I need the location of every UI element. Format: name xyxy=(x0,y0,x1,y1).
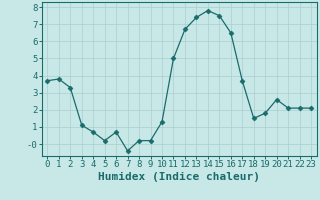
X-axis label: Humidex (Indice chaleur): Humidex (Indice chaleur) xyxy=(98,172,260,182)
